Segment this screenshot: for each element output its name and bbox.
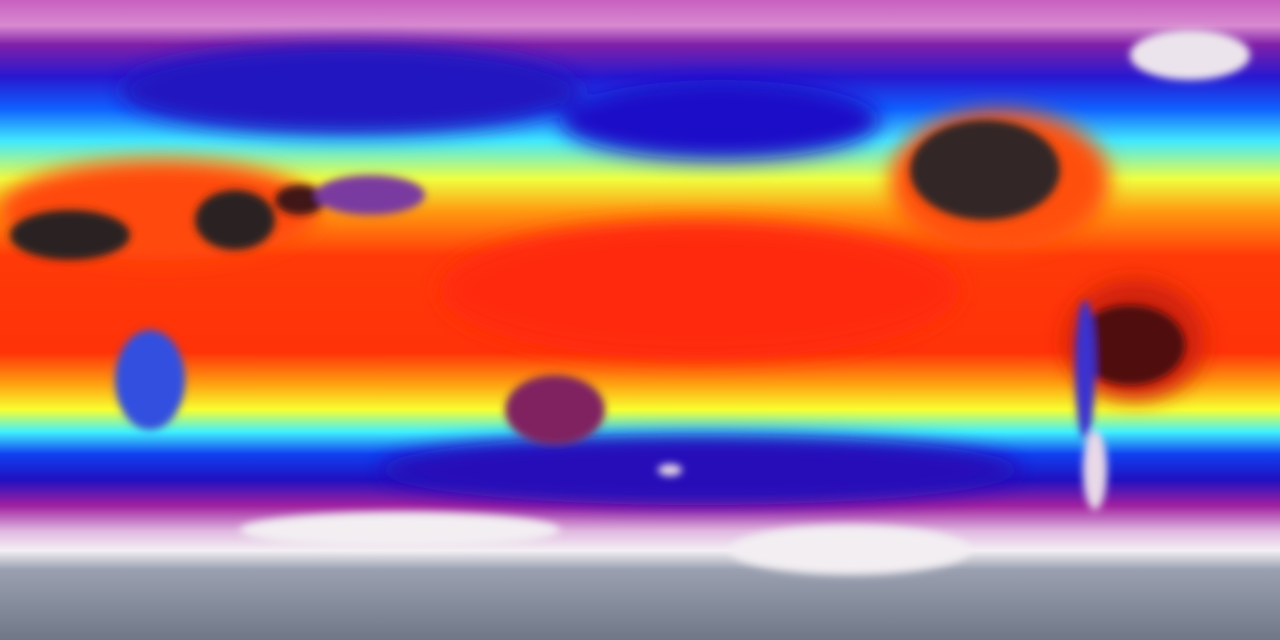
andes-blue	[1075, 300, 1095, 440]
patagonia-ice	[1083, 430, 1107, 510]
iran-dark	[275, 185, 325, 215]
greenland-ice	[1130, 30, 1250, 80]
south-pacific-blue	[380, 435, 1020, 505]
arabia-dark	[195, 190, 275, 250]
siberia-cold	[120, 45, 580, 135]
land-features	[10, 30, 1250, 575]
southern-africa-blue	[115, 330, 185, 430]
pacific-warm-pool	[440, 220, 960, 360]
north-pacific-cold	[560, 80, 880, 160]
new-zealand	[658, 464, 682, 476]
antarctic-ice-shelf-west	[240, 512, 560, 548]
antarctic-ice-shelf	[730, 525, 970, 575]
sahara-dark	[10, 210, 130, 260]
tibet-plateau	[315, 175, 425, 215]
north-america-dark	[910, 120, 1060, 220]
amazon-dark	[1075, 305, 1185, 385]
australia	[505, 375, 605, 445]
